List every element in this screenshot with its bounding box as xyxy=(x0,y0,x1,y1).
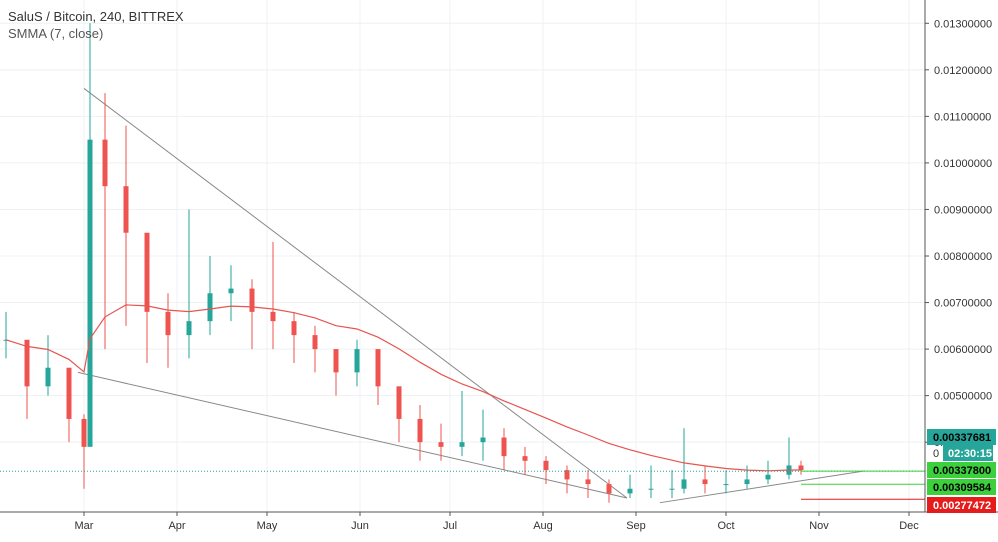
smma-polyline xyxy=(5,304,801,472)
trendlines xyxy=(77,88,865,504)
price-label-box xyxy=(927,462,996,478)
candle-body xyxy=(765,474,771,480)
candle-body xyxy=(354,349,360,373)
candle-body xyxy=(249,288,255,312)
x-tick-label: Oct xyxy=(717,520,734,532)
candle-body xyxy=(417,418,423,443)
candle-body xyxy=(564,470,570,480)
candle-body xyxy=(312,335,318,350)
time-axis[interactable]: Mar Apr May Jun Jul Aug Sep Oct Nov Dec xyxy=(0,511,998,532)
candle-body xyxy=(702,479,708,485)
x-tick-label: Jul xyxy=(443,520,457,532)
candle-body xyxy=(144,232,150,312)
candle-body xyxy=(669,488,675,490)
y-tick-label: 0.00900000 xyxy=(934,204,992,216)
countdown-box xyxy=(943,445,993,461)
candle-body xyxy=(81,418,87,447)
x-tick-label: Dec xyxy=(899,520,919,532)
candle-body xyxy=(123,186,129,233)
x-tick-label: Aug xyxy=(533,520,553,532)
price-label-box xyxy=(927,429,996,445)
candle-body xyxy=(723,484,729,486)
candle-body xyxy=(207,293,213,322)
candle-body xyxy=(681,479,687,489)
countdown-prefix: 0 xyxy=(933,448,939,460)
chart-legend: SaluS / Bitcoin, 240, BITTREX SMMA (7, c… xyxy=(8,8,184,42)
candle-body xyxy=(744,479,750,485)
y-tick-label: 0.01000000 xyxy=(934,158,992,170)
candlesticks xyxy=(3,23,804,503)
y-tick-label: 0.01200000 xyxy=(934,65,992,77)
x-tick-label: Apr xyxy=(168,520,185,532)
candle-body xyxy=(270,311,276,322)
y-tick-label: 0.00700000 xyxy=(934,298,992,310)
price-label-text: 0.00277472 xyxy=(933,500,991,512)
candle-body xyxy=(375,349,381,387)
price-label-text: 0.00309584 xyxy=(933,482,992,494)
candle-body xyxy=(24,339,30,387)
price-lines xyxy=(0,470,925,500)
price-label-box xyxy=(927,479,996,495)
trendline-rising xyxy=(659,470,865,504)
x-tick-label: Nov xyxy=(809,520,829,532)
price-labels: 0.00337681 0.00337800 0.00309584 0.00277472… xyxy=(927,429,996,513)
countdown-text: 02:30:15 xyxy=(948,448,992,460)
x-tick-label: Jun xyxy=(351,520,369,532)
price-label-box xyxy=(927,497,996,513)
candle-body xyxy=(291,321,297,336)
smma-line xyxy=(5,304,801,472)
candle-body xyxy=(798,465,804,471)
candle-body xyxy=(585,479,591,485)
candle-body xyxy=(606,484,612,494)
y-tick-label: 0.01100000 xyxy=(934,111,991,123)
grid-lines xyxy=(0,0,925,512)
y-tick-label: 0.00500000 xyxy=(934,391,992,403)
price-label-text: 0.00337800 xyxy=(933,465,991,477)
candle-body xyxy=(459,442,465,447)
candle-body xyxy=(522,456,528,461)
candle-body xyxy=(87,139,93,447)
x-tick-label: Sep xyxy=(626,520,646,532)
candle-body xyxy=(396,386,402,419)
price-label-text: 0.00337681 xyxy=(933,432,991,444)
candle-body xyxy=(228,288,234,294)
chart-symbol-title: SaluS / Bitcoin, 240, BITTREX xyxy=(8,9,184,24)
candle-body xyxy=(480,437,486,443)
indicator-label: SMMA (7, close) xyxy=(8,26,104,41)
trendline-lower xyxy=(77,371,628,499)
candle-body xyxy=(66,367,72,419)
y-tick-label: 0.00600000 xyxy=(934,344,992,356)
candle-body xyxy=(543,460,549,471)
candle-body xyxy=(627,488,633,494)
x-tick-label: May xyxy=(257,520,278,532)
y-tick-label: 0.00800000 xyxy=(934,251,992,263)
candle-body xyxy=(648,488,654,490)
candle-body xyxy=(501,437,507,457)
candle-body xyxy=(102,139,108,187)
y-tick-label: 0.01300000 xyxy=(934,18,992,30)
candle-body xyxy=(45,367,51,387)
trendline-upper xyxy=(83,88,628,499)
candle-body xyxy=(438,442,444,447)
candle-body xyxy=(165,311,171,336)
candle-body xyxy=(333,349,339,373)
x-tick-label: Mar xyxy=(75,520,94,532)
candle-body xyxy=(186,321,192,336)
